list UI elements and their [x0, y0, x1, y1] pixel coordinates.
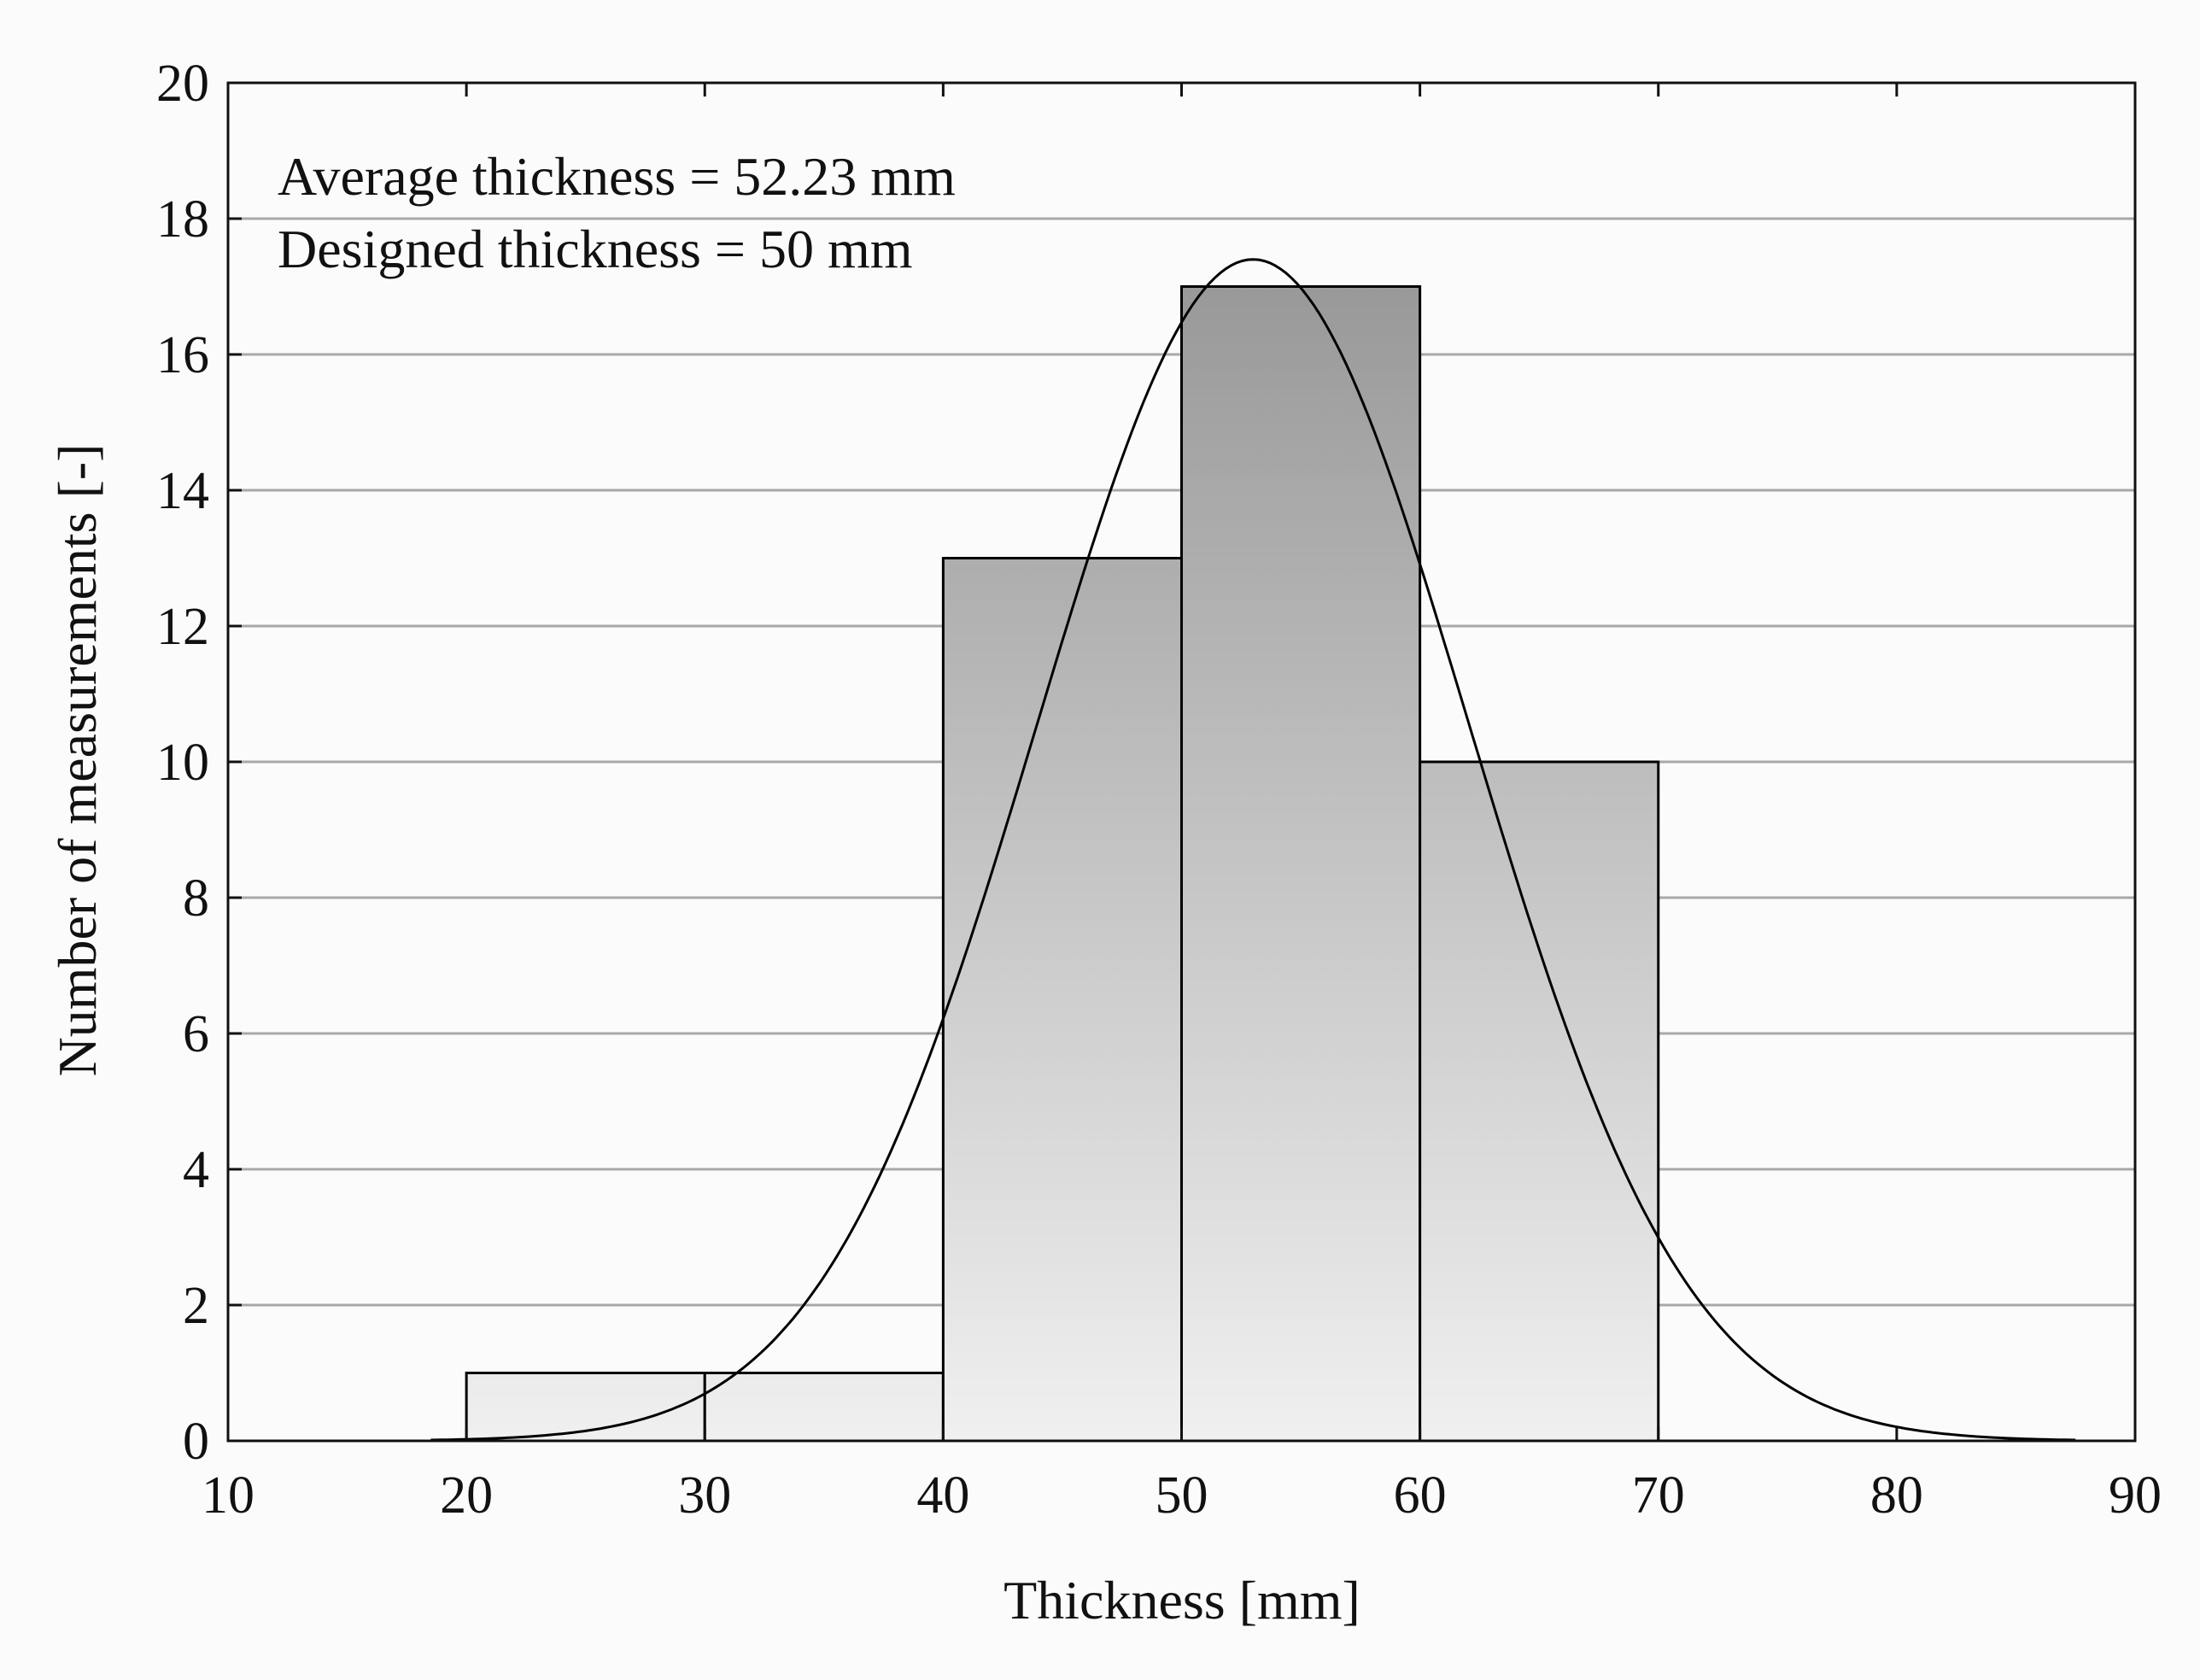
histogram-bars	[465, 285, 1660, 1443]
x-tick-label-80: 80	[1870, 1466, 1923, 1525]
annotations: Average thickness = 52.23 mm Designed th…	[278, 146, 956, 279]
y-tick-label-14: 14	[156, 462, 209, 520]
x-tick-label-60: 60	[1394, 1466, 1447, 1525]
bar-60-70	[1419, 760, 1660, 1443]
y-tick-label-12: 12	[156, 598, 209, 656]
designed-thickness-annotation: Designed thickness = 50 mm	[278, 219, 913, 279]
normal-fit-curve-group	[430, 258, 2076, 1442]
average-thickness-annotation: Average thickness = 52.23 mm	[278, 146, 956, 207]
normal-fit-curve	[430, 258, 2076, 1442]
bar-30-40	[703, 1372, 945, 1443]
bar-40-50	[941, 557, 1183, 1443]
x-axis-title: Thickness [mm]	[1003, 1570, 1360, 1630]
x-tick-label-70: 70	[1632, 1466, 1685, 1525]
y-tick-label-18: 18	[156, 190, 209, 249]
y-tick-label-10: 10	[156, 734, 209, 792]
y-tick-label-6: 6	[183, 1005, 209, 1063]
y-tick-label-0: 0	[183, 1413, 209, 1471]
y-tick-label-8: 8	[183, 869, 209, 928]
y-axis-title: Number of measurements [-]	[47, 443, 108, 1076]
y-tick-label-20: 20	[156, 55, 209, 113]
y-tick-label-2: 2	[183, 1277, 209, 1335]
axis-ticks: 10 20 30 40 50 60 70 80 90 0 2 4 6 8 10 12 14 16 18 20	[156, 55, 2162, 1525]
x-tick-label-30: 30	[678, 1466, 731, 1525]
x-tick-label-40: 40	[916, 1466, 969, 1525]
y-tick-label-16: 16	[156, 326, 209, 384]
y-tick-label-4: 4	[183, 1141, 209, 1199]
x-tick-label-20: 20	[440, 1466, 493, 1525]
x-tick-label-90: 90	[2109, 1466, 2162, 1525]
x-tick-label-10: 10	[202, 1466, 255, 1525]
x-tick-label-50: 50	[1156, 1466, 1208, 1525]
